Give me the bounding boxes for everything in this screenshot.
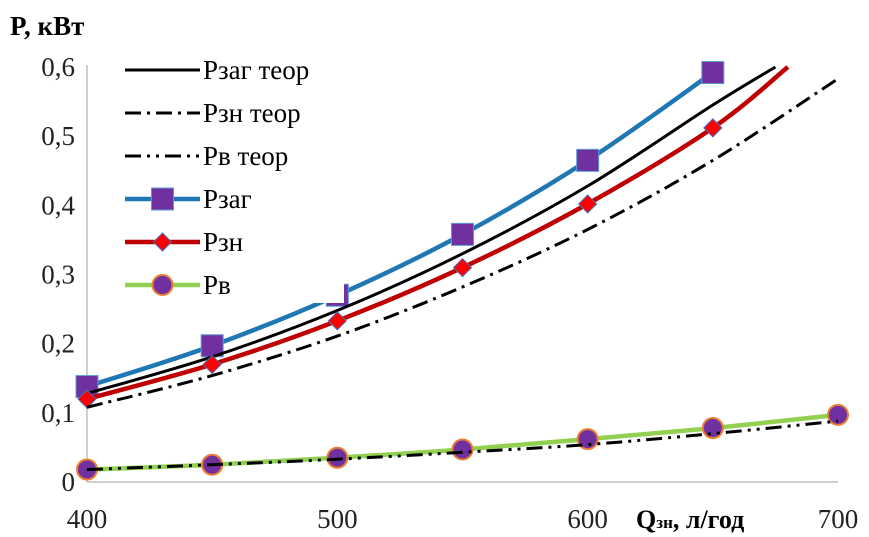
x-axis-title: Qзн, л/год — [636, 505, 744, 534]
data-point — [576, 148, 600, 172]
data-point — [451, 438, 474, 461]
legend-label: Рзн теор — [203, 98, 301, 128]
y-tick-label: 0,6 — [41, 52, 75, 82]
legend-marker — [152, 232, 173, 252]
series-2 — [87, 419, 839, 472]
legend-item: Рзаг — [121, 181, 344, 217]
legend-label: Рв теор — [203, 141, 288, 171]
legend: Рзаг теор Рзн теор Рв теор Рзаг Рзн Рв — [121, 52, 344, 303]
series-line — [87, 419, 839, 472]
series-line — [87, 77, 839, 409]
series-layer — [75, 61, 849, 481]
x-axis-title-sub: зн — [656, 513, 673, 532]
y-tick-label: 0,1 — [41, 398, 75, 428]
data-point — [576, 428, 599, 451]
data-point — [452, 257, 473, 278]
legend-marker — [151, 274, 174, 296]
legend-item: Рв — [121, 267, 344, 303]
data-point — [451, 222, 474, 246]
data-point — [202, 354, 222, 375]
legend-label: Рв — [203, 270, 231, 300]
x-axis-title-main: Q — [636, 505, 656, 534]
data-point — [703, 118, 723, 138]
legend-label: Рзн — [203, 227, 243, 257]
legend-label: Рзаг теор — [203, 55, 309, 85]
data-point — [827, 403, 849, 426]
legend-label: Рзаг — [203, 184, 252, 214]
y-tick-label: 0,5 — [41, 121, 75, 151]
data-point — [327, 311, 348, 331]
y-tick-label: 0,2 — [41, 329, 75, 359]
legend-item: Рв теор — [121, 138, 344, 174]
legend-marker — [151, 187, 174, 211]
legend-item: Рзн — [121, 224, 344, 260]
data-point — [701, 417, 724, 440]
y-tick-label: 0,3 — [41, 260, 75, 290]
y-axis-title: P, кВт — [10, 11, 84, 41]
x-tick-label: 700 — [818, 504, 859, 534]
data-point — [701, 61, 725, 85]
data-point — [577, 194, 598, 214]
series-4 — [77, 65, 790, 409]
x-tick-label: 400 — [67, 504, 108, 534]
x-tick-label: 600 — [567, 504, 608, 534]
series-5 — [76, 403, 849, 481]
legend-item: Рзаг теор — [121, 52, 344, 88]
axes: 0 0,1 0,2 0,3 0,4 0,5 0,6 400 500 600 700 — [41, 52, 858, 534]
data-point — [77, 389, 97, 409]
x-tick-label: 500 — [317, 504, 358, 534]
y-tick-label: 0 — [62, 467, 76, 497]
x-axis-title-rest: , л/год — [673, 505, 744, 534]
legend-item: Рзн теор — [121, 95, 344, 131]
y-tick-label: 0,4 — [41, 190, 75, 220]
series-1 — [87, 77, 839, 409]
